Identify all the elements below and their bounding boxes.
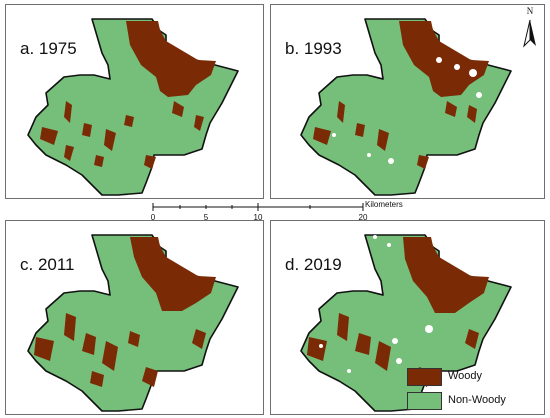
- north-letter: N: [526, 6, 534, 16]
- scale-bar-graphic: [152, 203, 364, 211]
- legend-label: Woody: [448, 370, 483, 382]
- legend-swatch-woody: [407, 368, 442, 386]
- map-panel-1993: b. 1993: [270, 4, 545, 199]
- map-panel-2011: c. 2011: [5, 220, 264, 415]
- map-panel-1975: a. 1975: [5, 4, 264, 199]
- scale-unit-label: Kilometers: [365, 200, 403, 209]
- map-graphic: [27, 234, 239, 412]
- legend: Woody Non-Woody: [407, 368, 547, 414]
- map-graphic: [27, 18, 239, 196]
- scale-tick-label: 5: [203, 213, 209, 222]
- cleared-patches: [319, 235, 433, 373]
- woody-patches: [313, 21, 489, 169]
- woody-patches: [40, 21, 216, 169]
- north-arrow-icon: [523, 19, 536, 48]
- map-graphic: [300, 18, 512, 196]
- scale-tick-label: 10: [253, 213, 263, 222]
- panel-label: d. 2019: [285, 255, 342, 274]
- north-arrow: N: [515, 6, 545, 48]
- legend-item-non-woody: Non-Woody: [407, 392, 547, 412]
- panel-label: a. 1975: [20, 39, 77, 58]
- woody-patches: [34, 237, 216, 387]
- panel-label: c. 2011: [20, 255, 75, 274]
- scale-bar: 0 5 10 20 Kilometers: [140, 200, 440, 230]
- scale-tick-label: 0: [150, 213, 156, 222]
- scale-tick-label: 20: [358, 213, 368, 222]
- cleared-patches: [332, 57, 482, 164]
- panel-label: b. 1993: [285, 39, 342, 58]
- legend-label: Non-Woody: [448, 394, 506, 406]
- legend-item-woody: Woody: [407, 368, 547, 388]
- legend-swatch-non-woody: [407, 392, 442, 410]
